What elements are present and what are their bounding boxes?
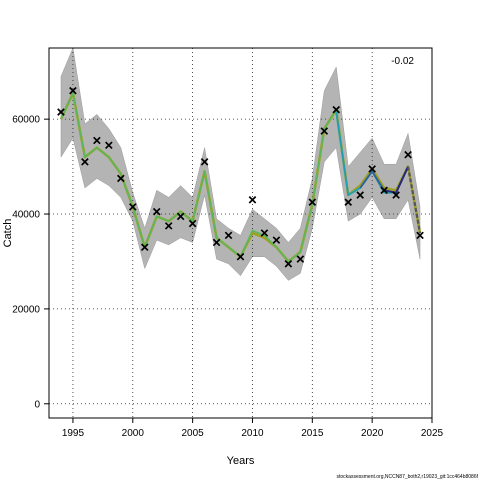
observed-point-2002 xyxy=(152,207,161,216)
y-tick-label-0: 0 xyxy=(34,399,40,410)
credit-text: stockassessment.org,NCCN87_both2,r19023_… xyxy=(337,474,479,480)
observed-point-2007 xyxy=(212,238,221,247)
x-tick-label-2020: 2020 xyxy=(361,428,384,439)
observed-point-1995 xyxy=(69,86,77,95)
x-tick-label-2000: 2000 xyxy=(122,428,145,439)
observed-point-2022 xyxy=(392,191,400,199)
y-tick-label-20000: 20000 xyxy=(12,304,40,315)
observed-point-1999 xyxy=(117,174,125,183)
observed-point-2017 xyxy=(332,105,341,114)
observed-point-2023 xyxy=(404,150,412,159)
observed-point-2009 xyxy=(236,252,245,261)
observed-point-2006 xyxy=(200,158,209,166)
x-axis-title: Years xyxy=(227,455,255,467)
observed-point-2004 xyxy=(176,212,185,221)
observed-point-2001 xyxy=(140,243,149,252)
y-axis: 0 20000 40000 60000 xyxy=(12,115,49,410)
observed-point-2008 xyxy=(224,231,233,240)
y-axis-title: Catch xyxy=(2,219,14,248)
confidence-band-layer xyxy=(60,47,421,281)
series-line-2 xyxy=(60,92,373,263)
observed-points-layer xyxy=(57,86,424,268)
grid-layer xyxy=(49,48,433,418)
observed-point-2005 xyxy=(188,219,197,228)
observed-point-1998 xyxy=(105,141,113,150)
observed-point-2012 xyxy=(272,236,281,244)
observed-point-2003 xyxy=(164,222,173,230)
confidence-band xyxy=(60,47,421,281)
x-tick-label-1995: 1995 xyxy=(62,428,85,439)
observed-point-2016 xyxy=(320,127,329,135)
x-tick-label-2010: 2010 xyxy=(241,428,264,439)
observed-point-2015 xyxy=(308,198,317,206)
observed-point-2011 xyxy=(260,229,269,237)
series-line-5 xyxy=(383,166,409,194)
observed-point-2013 xyxy=(284,260,293,268)
x-tick-label-2005: 2005 xyxy=(182,428,205,439)
observed-point-2018 xyxy=(344,198,353,206)
y-tick-label-60000: 60000 xyxy=(12,115,40,126)
observed-point-2024 xyxy=(416,231,424,240)
observed-point-2021 xyxy=(380,186,388,195)
observed-point-2020 xyxy=(368,165,376,173)
observed-point-1994 xyxy=(57,108,65,116)
x-tick-label-2025: 2025 xyxy=(421,428,444,439)
x-axis: 1995 2000 2005 2010 2015 2020 2025 xyxy=(62,418,444,439)
y-tick-label-40000: 40000 xyxy=(12,210,40,221)
observed-point-1996 xyxy=(81,158,89,166)
observed-point-2014 xyxy=(296,255,305,263)
observed-point-1997 xyxy=(93,136,101,145)
x-tick-label-2015: 2015 xyxy=(301,428,324,439)
observed-point-2000 xyxy=(128,203,137,211)
observed-point-2010 xyxy=(248,195,257,204)
observed-point-2019 xyxy=(356,191,364,199)
plot-frame xyxy=(48,47,433,419)
corner-annotation: -0.02 xyxy=(391,56,414,67)
series-line-6 xyxy=(406,166,422,234)
